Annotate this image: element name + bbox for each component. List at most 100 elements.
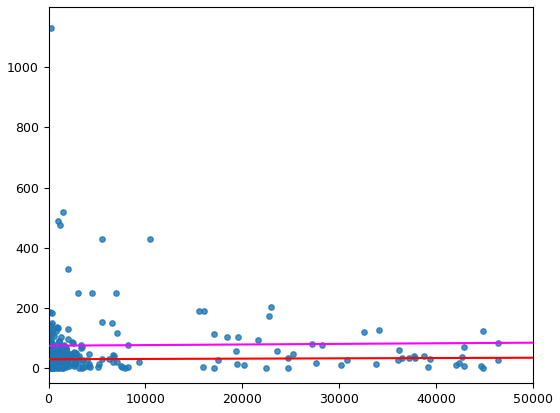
Point bbox=[423, 364, 432, 371]
Point bbox=[73, 290, 82, 296]
Point bbox=[53, 347, 62, 354]
Point bbox=[82, 357, 91, 363]
Point bbox=[46, 356, 55, 363]
Point bbox=[63, 325, 72, 332]
Point bbox=[46, 361, 55, 368]
Point bbox=[68, 351, 77, 357]
Point bbox=[70, 361, 79, 367]
Point bbox=[64, 355, 73, 362]
Point bbox=[45, 364, 54, 370]
Point bbox=[47, 331, 56, 338]
Point bbox=[47, 351, 56, 358]
Point bbox=[108, 320, 117, 326]
Point bbox=[60, 354, 69, 361]
Point bbox=[60, 344, 69, 351]
Point bbox=[231, 347, 240, 354]
Point bbox=[109, 358, 118, 365]
Point bbox=[44, 335, 53, 342]
Point bbox=[45, 361, 54, 368]
Point bbox=[64, 361, 73, 368]
Point bbox=[46, 365, 55, 371]
Point bbox=[477, 363, 486, 370]
Point bbox=[419, 353, 428, 359]
Point bbox=[50, 360, 59, 366]
Point bbox=[59, 365, 68, 371]
Point bbox=[88, 290, 97, 296]
Point bbox=[46, 350, 55, 356]
Point bbox=[318, 342, 326, 348]
Point bbox=[52, 328, 61, 335]
Point bbox=[288, 351, 297, 357]
Point bbox=[55, 365, 64, 372]
Point bbox=[478, 328, 487, 335]
Point bbox=[47, 25, 56, 31]
Point bbox=[343, 357, 352, 364]
Point bbox=[45, 332, 54, 338]
Point bbox=[47, 328, 56, 334]
Point bbox=[53, 359, 62, 366]
Point bbox=[233, 361, 242, 368]
Point bbox=[58, 352, 67, 359]
Point bbox=[49, 363, 58, 370]
Point bbox=[123, 342, 132, 348]
Point bbox=[112, 290, 121, 296]
Point bbox=[65, 359, 74, 366]
Point bbox=[460, 344, 469, 350]
Point bbox=[45, 355, 54, 361]
Point bbox=[48, 353, 57, 360]
Point bbox=[63, 358, 72, 365]
Point bbox=[262, 365, 270, 371]
Point bbox=[72, 349, 81, 356]
Point bbox=[97, 235, 106, 242]
Point bbox=[49, 365, 58, 371]
Point bbox=[97, 319, 106, 325]
Point bbox=[50, 349, 59, 356]
Point bbox=[49, 359, 58, 366]
Point bbox=[78, 344, 87, 350]
Point bbox=[77, 342, 86, 349]
Point bbox=[49, 333, 58, 339]
Point bbox=[124, 363, 133, 370]
Point bbox=[46, 354, 55, 361]
Point bbox=[60, 360, 69, 367]
Point bbox=[55, 363, 64, 369]
Point bbox=[50, 352, 59, 359]
Point bbox=[69, 348, 78, 355]
Point bbox=[44, 364, 53, 371]
Point bbox=[55, 352, 64, 358]
Point bbox=[146, 235, 155, 242]
Point bbox=[45, 364, 54, 370]
Point bbox=[63, 350, 72, 357]
Point bbox=[64, 363, 73, 370]
Point bbox=[53, 349, 62, 355]
Point bbox=[56, 358, 65, 364]
Point bbox=[116, 363, 125, 369]
Point bbox=[94, 364, 102, 371]
Point bbox=[53, 361, 62, 368]
Point bbox=[46, 345, 55, 351]
Point bbox=[57, 333, 66, 340]
Point bbox=[47, 353, 56, 359]
Point bbox=[199, 308, 208, 314]
Point bbox=[264, 313, 273, 319]
Point bbox=[58, 342, 67, 349]
Point bbox=[283, 365, 292, 371]
Point bbox=[62, 348, 71, 355]
Point bbox=[75, 365, 84, 371]
Point bbox=[45, 309, 54, 316]
Point bbox=[459, 362, 468, 369]
Point bbox=[451, 361, 460, 368]
Point bbox=[49, 356, 58, 362]
Point bbox=[74, 355, 83, 362]
Point bbox=[44, 358, 53, 365]
Point bbox=[61, 346, 70, 352]
Point bbox=[49, 363, 58, 370]
Point bbox=[65, 352, 74, 359]
Point bbox=[55, 353, 64, 359]
Point bbox=[59, 355, 68, 361]
Point bbox=[57, 345, 66, 352]
Point bbox=[44, 353, 53, 360]
Point bbox=[44, 356, 53, 362]
Point bbox=[49, 352, 58, 358]
Point bbox=[48, 359, 57, 366]
